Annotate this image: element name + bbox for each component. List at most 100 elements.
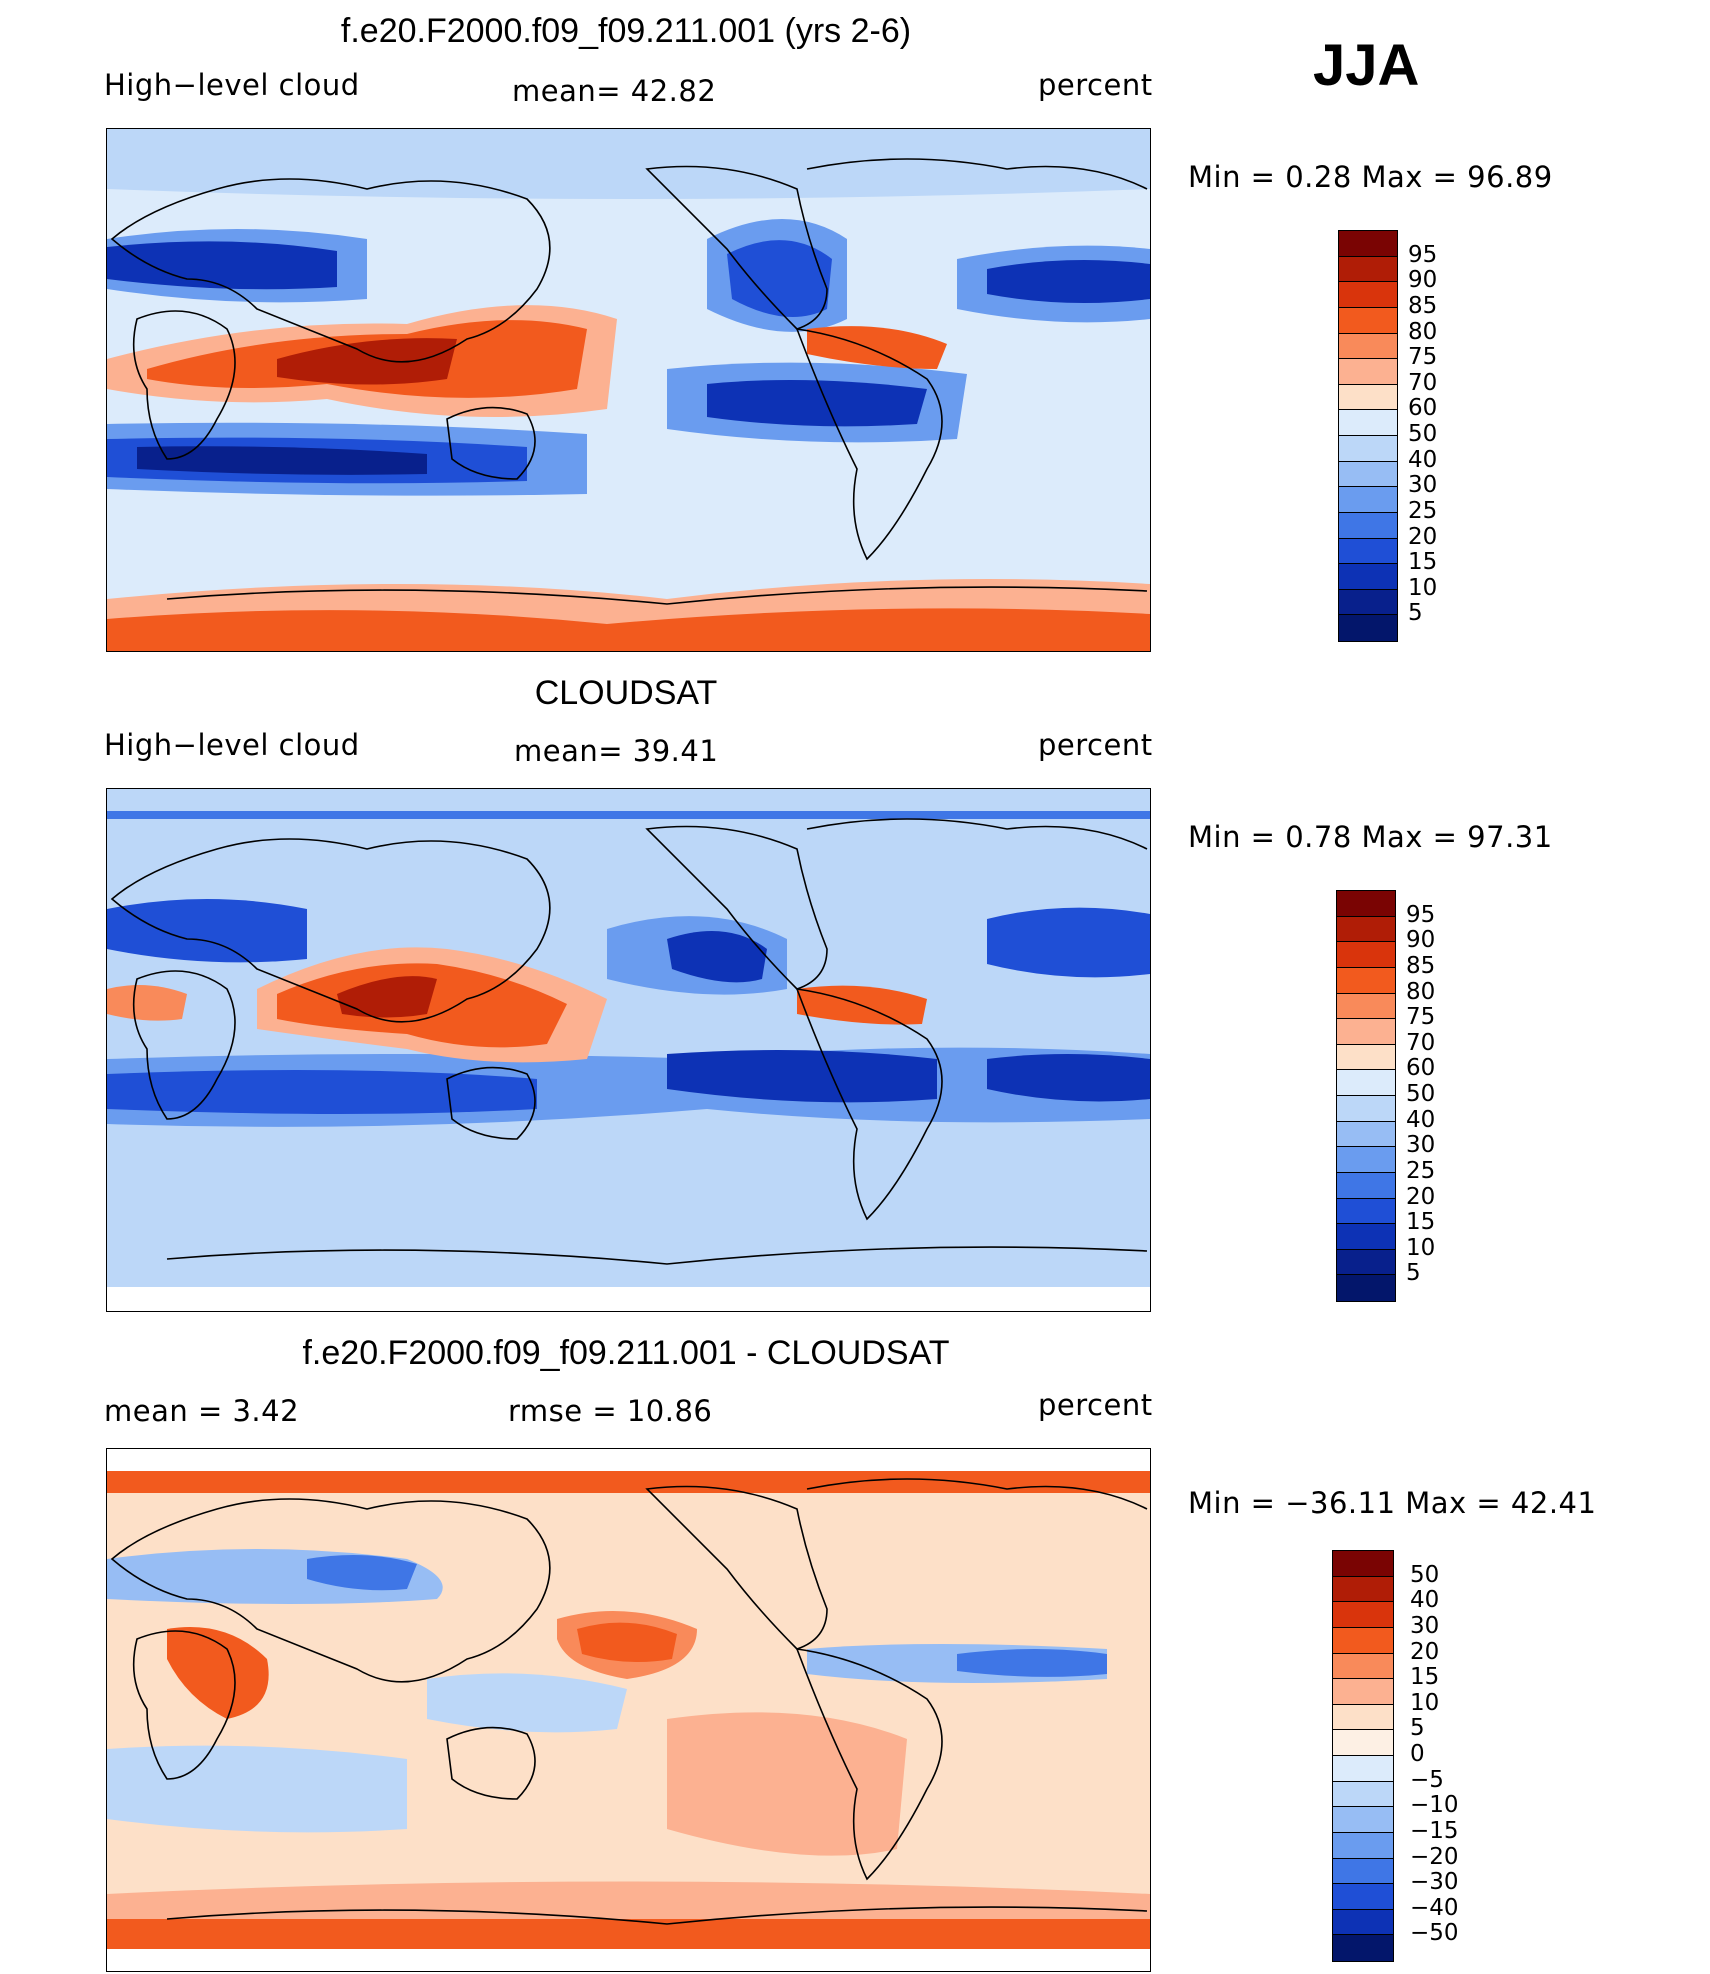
colorbar-tick-label: 50	[1406, 1081, 1436, 1107]
panel-2-mean-label: mean= 39.41	[514, 734, 719, 768]
panel-3-units-label: percent	[1038, 1388, 1153, 1422]
colorbar-swatch	[1339, 436, 1397, 462]
colorbar-tick-label: 95	[1406, 901, 1436, 928]
colorbar-tick-label: 90	[1408, 267, 1438, 294]
colorbar-tick-label: 5	[1406, 1260, 1421, 1287]
colorbar-swatch	[1337, 1224, 1395, 1250]
colorbar-swatch	[1333, 1935, 1393, 1961]
colorbar-tick-label: 85	[1406, 952, 1436, 979]
colorbar-tick-label: 40	[1408, 446, 1438, 473]
colorbar-tick-label: 80	[1408, 318, 1438, 345]
colorbar-swatch	[1333, 1627, 1393, 1654]
season-label: JJA	[1313, 33, 1420, 98]
colorbar-swatch	[1337, 891, 1395, 917]
colorbar-tick-label: 80	[1406, 978, 1436, 1005]
colorbar-swatch	[1333, 1602, 1393, 1628]
colorbar-swatch	[1337, 993, 1395, 1020]
colorbar-tick-label: 15	[1410, 1664, 1440, 1691]
colorbar-swatch	[1337, 1070, 1395, 1096]
panel-3-colorbar	[1332, 1550, 1394, 1962]
colorbar-swatch	[1339, 410, 1397, 436]
colorbar-swatch	[1333, 1653, 1393, 1680]
colorbar-swatch	[1333, 1730, 1393, 1756]
panel-3-min-max: Min = −36.11 Max = 42.41	[1188, 1486, 1597, 1520]
panel-2-min-max: Min = 0.78 Max = 97.31	[1188, 820, 1553, 854]
colorbar-tick-label: 50	[1410, 1561, 1440, 1588]
colorbar-tick-label: 5	[1408, 600, 1423, 627]
colorbar-swatch	[1337, 1121, 1395, 1148]
colorbar-swatch	[1337, 1019, 1395, 1045]
colorbar-swatch	[1339, 359, 1397, 385]
colorbar-tick-label: 0	[1410, 1741, 1425, 1767]
colorbar-swatch	[1339, 256, 1397, 283]
colorbar-swatch	[1337, 1275, 1395, 1301]
colorbar-tick-label: 25	[1408, 497, 1438, 524]
panel-1-units-label: percent	[1038, 68, 1153, 102]
colorbar-tick-label: −20	[1410, 1843, 1459, 1870]
colorbar-tick-label: 30	[1410, 1612, 1440, 1639]
colorbar-tick-label: 10	[1410, 1689, 1440, 1716]
panel-2-variable-label: High−level cloud	[104, 728, 360, 762]
colorbar-swatch	[1333, 1781, 1393, 1808]
colorbar-tick-label: 70	[1406, 1029, 1436, 1056]
colorbar-tick-label: 75	[1408, 344, 1438, 371]
panel-2-colorbar	[1336, 890, 1396, 1302]
panel-3-title: f.e20.F2000.f09_f09.211.001 - CLOUDSAT	[302, 1334, 950, 1372]
colorbar-tick-label: 5	[1410, 1715, 1425, 1742]
panel-1-contour-field	[107, 129, 1150, 651]
colorbar-swatch	[1337, 1249, 1395, 1276]
colorbar-swatch	[1337, 967, 1395, 994]
colorbar-swatch	[1339, 384, 1397, 411]
colorbar-swatch	[1339, 333, 1397, 360]
colorbar-swatch	[1339, 538, 1397, 565]
panel-1-variable-label: High−level cloud	[104, 68, 360, 102]
colorbar-swatch	[1339, 282, 1397, 308]
colorbar-tick-label: 25	[1406, 1157, 1436, 1184]
colorbar-swatch	[1339, 461, 1397, 488]
panel-2-map	[106, 788, 1151, 1312]
colorbar-swatch	[1333, 1576, 1393, 1603]
colorbar-tick-label: 20	[1406, 1183, 1436, 1210]
colorbar-swatch	[1333, 1858, 1393, 1885]
colorbar-swatch	[1337, 942, 1395, 968]
colorbar-swatch	[1333, 1909, 1393, 1936]
colorbar-swatch	[1339, 307, 1397, 334]
colorbar-tick-label: 15	[1406, 1209, 1436, 1236]
panel-2-contour-field	[107, 789, 1150, 1311]
colorbar-swatch	[1333, 1756, 1393, 1782]
panel-1-colorbar	[1338, 230, 1398, 642]
colorbar-swatch	[1337, 1172, 1395, 1199]
colorbar-swatch	[1337, 1147, 1395, 1173]
colorbar-swatch	[1333, 1832, 1393, 1859]
colorbar-tick-label: 15	[1408, 549, 1438, 576]
colorbar-tick-label: 60	[1406, 1055, 1436, 1082]
colorbar-tick-label: 95	[1408, 241, 1438, 268]
panel-1-min-max: Min = 0.28 Max = 96.89	[1188, 160, 1553, 194]
colorbar-swatch	[1339, 512, 1397, 539]
colorbar-tick-label: −30	[1410, 1869, 1459, 1896]
colorbar-tick-label: 10	[1408, 574, 1438, 601]
panel-3-contour-field	[107, 1449, 1150, 1971]
colorbar-tick-label: 20	[1408, 523, 1438, 550]
colorbar-tick-label: −5	[1410, 1766, 1444, 1793]
colorbar-swatch	[1339, 615, 1397, 641]
colorbar-swatch	[1337, 916, 1395, 943]
colorbar-tick-label: 30	[1408, 472, 1438, 499]
colorbar-swatch	[1337, 1044, 1395, 1071]
panel-3-mean-label: mean = 3.42	[104, 1394, 300, 1428]
colorbar-swatch	[1333, 1679, 1393, 1705]
colorbar-tick-label: 75	[1406, 1004, 1436, 1031]
colorbar-tick-label: 50	[1408, 421, 1438, 447]
panel-2-units-label: percent	[1038, 728, 1153, 762]
colorbar-tick-label: 20	[1410, 1638, 1440, 1665]
colorbar-tick-label: −40	[1410, 1894, 1459, 1921]
colorbar-swatch	[1339, 231, 1397, 257]
panel-3-map	[106, 1448, 1151, 1972]
colorbar-tick-label: 10	[1406, 1234, 1436, 1261]
panel-1-title: f.e20.F2000.f09_f09.211.001 (yrs 2-6)	[340, 12, 912, 50]
colorbar-tick-label: −15	[1410, 1817, 1459, 1844]
colorbar-tick-label: 30	[1406, 1132, 1436, 1159]
colorbar-swatch	[1333, 1704, 1393, 1731]
panel-3-rmse-label: rmse = 10.86	[508, 1394, 713, 1428]
panel-1-map	[106, 128, 1151, 652]
